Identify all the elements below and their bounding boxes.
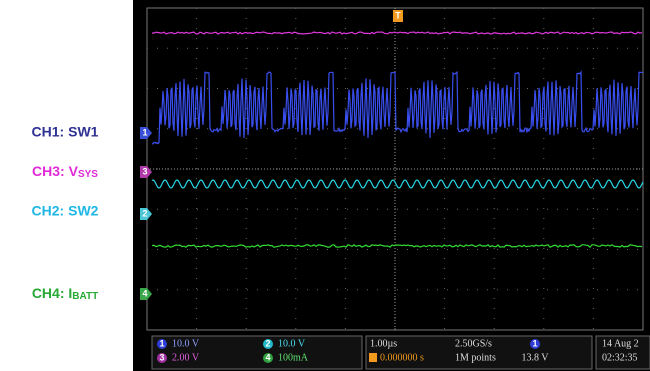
marker-label: 1 [142,127,147,137]
scope-screenshot: CH1: SW1 CH3: VSYS CH2: SW2 CH4: IBATT 1… [0,0,650,371]
badge-label: 1 [159,338,164,348]
badge-label: 4 [265,352,270,362]
ch2-scale: 10.0 V [278,338,306,349]
marker-label: 4 [142,288,147,298]
ch1-scale: 10.0 V [172,338,200,349]
badge-label: 1 [532,338,537,348]
channel-label: CH1: SW1 [32,124,99,140]
sample-rate: 2.50GS/s [455,338,492,349]
scope-screen [133,0,650,371]
record-length: 1M points [455,352,496,363]
timebase: 1.00µs [370,338,397,349]
trigger-icon [369,353,377,362]
ch4-scale: 100mA [278,352,309,363]
marker-label: 2 [142,208,147,218]
trigger-level: 13.8 V [521,352,549,363]
badge-label: 3 [159,352,164,362]
marker-label: 3 [142,166,147,176]
ch3-scale: 2.00 V [172,352,200,363]
date: 14 Aug 2 [602,338,639,349]
badge-label: 2 [265,338,270,348]
marker-label: T [395,10,401,20]
time: 02:32:35 [602,352,638,363]
channel-label: CH2: SW2 [32,203,99,219]
trigger-position: 0.000000 s [380,352,424,363]
